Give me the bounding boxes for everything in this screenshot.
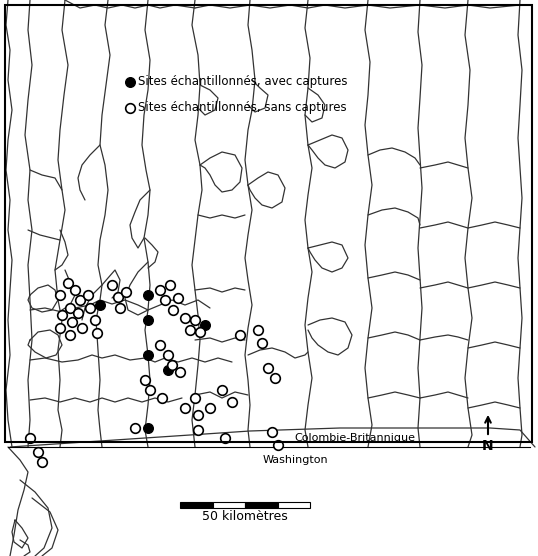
- Point: [38, 458, 46, 466]
- Point: [76, 296, 84, 305]
- Point: [93, 329, 101, 337]
- Point: [26, 434, 34, 443]
- Point: [96, 301, 104, 310]
- Point: [190, 316, 199, 325]
- Point: [144, 291, 152, 300]
- Point: [141, 375, 150, 384]
- Point: [176, 368, 185, 376]
- Point: [66, 304, 74, 312]
- Point: [131, 424, 139, 433]
- Point: [236, 331, 244, 340]
- Point: [70, 286, 79, 295]
- Point: [56, 324, 65, 332]
- Point: [254, 326, 263, 335]
- Bar: [245, 502, 278, 508]
- Point: [66, 331, 74, 340]
- Point: [114, 292, 122, 301]
- Point: [155, 341, 164, 350]
- Point: [144, 350, 152, 359]
- Point: [166, 281, 174, 290]
- Text: Colombie-Britannique: Colombie-Britannique: [294, 433, 415, 443]
- Point: [201, 321, 209, 330]
- Point: [218, 385, 226, 394]
- Point: [144, 424, 152, 433]
- Point: [194, 425, 202, 434]
- Point: [68, 317, 76, 326]
- Point: [144, 316, 152, 325]
- Point: [34, 448, 43, 456]
- Point: [126, 77, 134, 86]
- Point: [158, 394, 166, 403]
- Point: [228, 398, 236, 406]
- Point: [77, 324, 86, 332]
- Point: [108, 281, 116, 290]
- Point: [86, 304, 94, 312]
- Point: [122, 287, 130, 296]
- Point: [58, 311, 66, 320]
- Point: [181, 314, 189, 322]
- Point: [196, 327, 204, 336]
- Point: [206, 404, 214, 413]
- Text: 50 kilomètres: 50 kilomètres: [202, 509, 288, 523]
- Point: [126, 103, 134, 112]
- Point: [56, 291, 65, 300]
- Point: [264, 364, 272, 373]
- Bar: [5, 5, 532, 442]
- Point: [181, 404, 189, 413]
- Text: N: N: [482, 439, 494, 453]
- Point: [84, 291, 93, 300]
- Point: [174, 294, 182, 302]
- Point: [161, 296, 169, 305]
- Point: [116, 304, 124, 312]
- Point: [271, 374, 279, 383]
- Point: [63, 279, 72, 287]
- Point: [168, 360, 176, 369]
- Bar: [213, 502, 245, 508]
- Point: [146, 385, 154, 394]
- Point: [91, 316, 100, 325]
- Point: [190, 394, 199, 403]
- Text: Sites échantillonnés, avec captures: Sites échantillonnés, avec captures: [138, 76, 348, 88]
- Point: [268, 428, 277, 436]
- Point: [74, 309, 82, 317]
- Point: [258, 339, 266, 348]
- Point: [169, 306, 178, 315]
- Point: [274, 440, 282, 449]
- Point: [164, 365, 172, 374]
- Point: [221, 434, 229, 443]
- Bar: [278, 502, 310, 508]
- Point: [155, 286, 164, 295]
- Text: Washington: Washington: [262, 455, 328, 465]
- Point: [194, 410, 202, 419]
- Point: [186, 326, 194, 335]
- Bar: [180, 502, 213, 508]
- Text: Sites échantillonnés, sans captures: Sites échantillonnés, sans captures: [138, 102, 346, 115]
- Point: [164, 350, 172, 359]
